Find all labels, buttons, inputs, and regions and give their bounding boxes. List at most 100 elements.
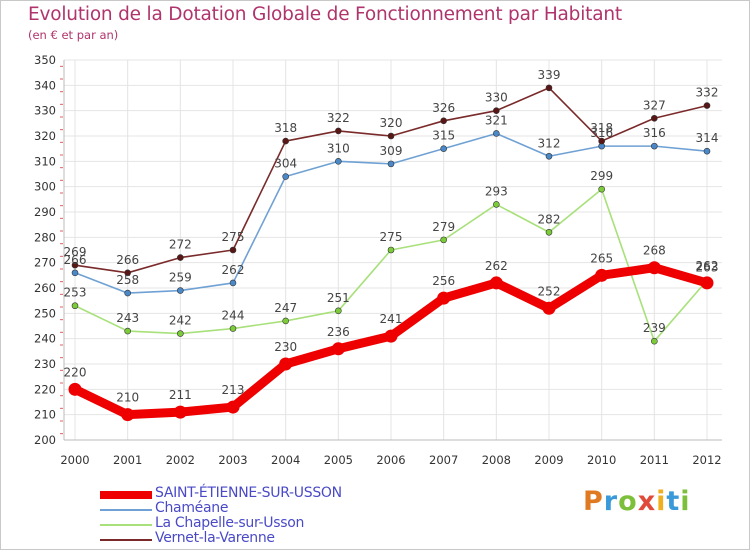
data-point (229, 279, 237, 287)
logo-letter: x (637, 486, 657, 517)
data-point (489, 276, 503, 290)
data-point (651, 142, 658, 150)
x-tick-label: 2011 (640, 453, 669, 467)
x-tick-labels: 2000 2001 2002 2003 2004 2005 2006 2007 2008 2009… (60, 453, 721, 467)
data-point (703, 147, 711, 155)
data-point (387, 246, 395, 254)
data-label: 330 (485, 91, 508, 105)
chart-title: Evolution de la Dotation Globale de Fonc… (28, 4, 622, 25)
y-tick-label: 250 (34, 306, 56, 320)
data-point (387, 160, 395, 168)
data-label: 320 (380, 116, 403, 130)
data-label: 247 (274, 301, 297, 315)
data-label: 321 (485, 113, 508, 127)
data-point (124, 289, 131, 297)
y-tick-label: 200 (34, 433, 56, 447)
legend-label: Chaméane (155, 500, 229, 516)
data-label: 332 (696, 86, 719, 100)
data-point (71, 261, 79, 269)
legend-label: Vernet-la-Varenne (155, 530, 275, 546)
data-label: 236 (327, 325, 350, 339)
data-label: 243 (116, 311, 139, 325)
data-point (331, 342, 345, 356)
data-point (493, 107, 500, 114)
x-tick-label: 2005 (324, 453, 353, 467)
data-point (384, 329, 398, 343)
data-label: 293 (485, 184, 508, 198)
data-point (651, 114, 658, 122)
y-tick-label: 350 (34, 53, 56, 67)
grid-lines (64, 59, 722, 441)
data-label: 316 (643, 126, 666, 140)
data-point (226, 400, 240, 414)
data-label: 265 (590, 251, 613, 265)
data-point (545, 228, 553, 236)
data-label: 262 (696, 259, 719, 273)
data-label: 316 (590, 126, 613, 140)
data-point (598, 137, 605, 145)
data-point (545, 152, 553, 160)
series-lines (68, 84, 714, 422)
data-point (177, 254, 184, 261)
data-point (229, 246, 237, 254)
data-label: 282 (538, 212, 561, 226)
data-label: 275 (222, 230, 245, 244)
chart-subtitle: (en € et par an) (28, 28, 119, 42)
y-tick-label: 310 (34, 154, 56, 168)
axes (60, 60, 722, 441)
y-tick-label: 230 (34, 357, 56, 371)
data-point (335, 127, 342, 135)
data-point (437, 291, 451, 305)
y-tick-label: 340 (34, 78, 56, 92)
data-point (121, 408, 135, 422)
data-label: 213 (222, 383, 245, 397)
data-point (647, 261, 661, 275)
y-tick-label: 210 (34, 408, 56, 422)
data-labels: 266 258 259 262 304 310 309 315 321 312 316 316 314 2… (64, 68, 719, 405)
logo-letter: P (583, 486, 604, 517)
logo-letter: i (656, 486, 667, 517)
data-point (598, 185, 605, 193)
data-point (335, 307, 342, 315)
data-point (177, 330, 184, 337)
data-point (335, 158, 342, 165)
data-point (177, 287, 184, 294)
data-label: 244 (222, 309, 245, 323)
x-tick-label: 2009 (534, 453, 563, 467)
data-label: 259 (169, 271, 192, 285)
x-tick-label: 2007 (429, 453, 458, 467)
data-label: 272 (169, 238, 192, 252)
data-label: 253 (64, 286, 87, 300)
data-label: 211 (169, 388, 192, 402)
data-point (282, 317, 289, 325)
data-point (71, 269, 79, 277)
legend-swatch (100, 539, 152, 541)
data-point (440, 117, 447, 125)
data-label: 318 (274, 121, 297, 135)
data-label: 241 (380, 312, 403, 326)
data-label: 230 (274, 340, 297, 354)
y-tick-label: 220 (34, 382, 56, 396)
y-tick-label: 270 (34, 256, 56, 270)
data-label: 309 (380, 144, 403, 158)
data-label: 326 (432, 101, 455, 115)
data-label: 269 (64, 245, 87, 259)
data-label: 339 (538, 68, 561, 82)
data-point (545, 84, 553, 92)
data-label: 252 (538, 284, 561, 298)
x-tick-label: 2004 (271, 453, 300, 467)
data-point (440, 145, 447, 152)
y-tick-label: 300 (34, 180, 56, 194)
x-tick-label: 2002 (166, 453, 195, 467)
data-label: 220 (64, 365, 87, 379)
y-tick-label: 280 (34, 230, 56, 244)
logo-letter: o (618, 486, 638, 517)
data-label: 299 (590, 169, 613, 183)
data-label: 268 (643, 244, 666, 258)
x-tick-label: 2006 (376, 453, 405, 467)
data-point (595, 268, 609, 282)
y-tick-label: 240 (34, 332, 56, 346)
data-label: 210 (116, 391, 139, 405)
data-label: 312 (538, 136, 561, 150)
x-tick-label: 2008 (482, 453, 511, 467)
